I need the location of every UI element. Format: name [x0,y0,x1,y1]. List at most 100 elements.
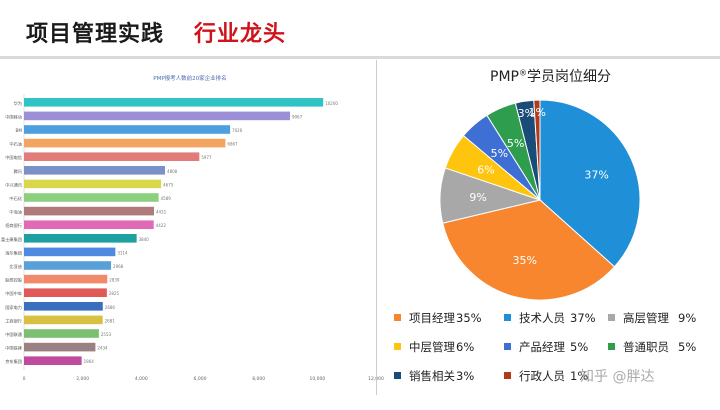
bar-value-label: 2681 [105,318,116,323]
legend-label: 普通职员 [623,340,669,354]
bar-value-label: 4808 [167,169,178,174]
pie-slice-label: 9% [469,191,486,204]
bar [24,302,103,311]
legend-value: 35% [456,311,482,325]
bar-category-label: 工商银行 [5,317,22,324]
x-tick-label: 4,000 [135,376,148,382]
header-divider [0,56,720,59]
bar-category-label: 中国电信 [5,154,22,161]
bar-category-label: 富士康集团 [1,236,22,243]
bar-value-label: 2968 [113,264,124,269]
legend-swatch [608,314,615,321]
bar-chart-frame [376,60,377,395]
legend-value: 9% [678,311,697,325]
bar-category-label: 京东集团 [5,358,22,365]
bar-category-label: 招商银行 [5,222,22,229]
pie-title-registered: ® [518,68,527,78]
bar-category-label: 中兴通讯 [5,181,23,188]
pie-slice-label: 35% [513,254,537,267]
pie-slice-label: 37% [584,169,608,182]
legend-value: 6% [456,340,475,354]
legend-swatch [504,314,511,321]
bar [24,342,96,352]
bar [24,125,231,134]
bar-category-label: 中石油 [9,141,22,148]
bar-category-label: 中石化 [9,195,22,202]
legend-item: 中层管理 6% [394,339,474,355]
bar-category-label: 中海油 [9,209,22,216]
bar-value-label: 2686 [105,305,116,310]
x-tick-label: 10,000 [309,376,325,382]
pie-title-pmp: PMP [490,69,519,85]
pie-slice [533,99,541,201]
bar-value-label: 2839 [109,278,120,283]
pie-slice [442,199,616,300]
bar-category-label: 腾讯 [14,168,23,175]
legend-swatch [504,343,511,350]
bar-value-label: 7026 [232,128,243,133]
bar-value-label: 3114 [117,250,128,255]
legend-swatch [394,343,401,350]
bar-value-label: 9067 [292,114,303,119]
legend-value: 1% [570,369,589,383]
page-title: 项目管理实践 [26,22,165,47]
pie-slice-label: 5% [507,137,524,150]
pie-title-rest: 学员岗位细分 [526,69,611,85]
bar-chart-title: PMP报考人数前20家企业排名 [153,74,226,82]
bar [24,179,162,189]
pie-chart: 37% 35% 9% 6% 5%5% 3%1% [439,99,641,300]
bar [24,261,112,270]
bar-category-label: BM [16,128,23,133]
legend-value: 37% [570,311,596,325]
bar-value-label: 4431 [156,210,167,215]
watermark: 知乎 @胖达 [580,369,655,385]
legend-item: 销售相关 3% [394,368,474,384]
bar [24,138,226,148]
bar-category-label: 华为 [14,100,22,107]
bar-category-label: 联想控股 [5,277,23,284]
bar [24,274,108,284]
bar [24,356,82,365]
bar [24,247,116,257]
legend-label: 产品经理 [519,340,565,354]
pie-slice-label: 1% [529,106,546,119]
bar-category-label: 国家电力 [5,304,22,311]
legend-swatch [504,372,511,379]
legend-item: 技术人员 37% [504,310,596,326]
bar-category-label: 中国移动 [5,113,22,120]
legend-swatch [394,314,401,321]
pie-slice [539,99,641,268]
pie-slice-label: 5% [491,147,508,160]
bar-value-label: 3840 [139,237,150,242]
legend-value: 5% [678,340,697,354]
bar [24,193,159,202]
bar [24,206,154,216]
legend-label: 行政人员 [519,369,565,383]
bar [24,98,324,107]
bar-category-label: 中国铁建 [5,345,23,352]
bar-chart-panel: PMP报考人数前20家企业排名 华为 10200 中国移动 9067 BM 7026 中石油 6… [0,60,390,406]
bar-value-label: 2553 [101,332,112,337]
header: 项目管理实践 行业龙头 [0,0,720,64]
legend-label: 技术人员 [519,311,565,325]
pie-chart-title: PMP®学员岗位细分 [490,66,611,86]
legend-item: 普通职员 5% [608,339,696,355]
legend-value: 3% [456,369,475,383]
bar-value-label: 2434 [97,346,108,351]
x-tick-label: 0 [23,376,26,382]
bar-value-label: 4422 [156,223,167,228]
bar [24,166,166,175]
bar-value-label: 2825 [109,291,120,296]
bar [24,234,137,243]
legend-label: 高层管理 [623,311,669,325]
bar-value-label: 6867 [227,142,238,147]
bar-category-label: 中国中车 [5,290,22,297]
bar [24,288,107,297]
legend-swatch [608,343,615,350]
page-title-accent: 行业龙头 [194,22,287,47]
bar-category-label: 中国联通 [5,331,23,338]
bar-category-label: 海尔集团 [5,249,22,256]
bar-category-label: 比亚迪 [9,263,22,270]
legend-item: 产品经理 5% [504,339,588,355]
